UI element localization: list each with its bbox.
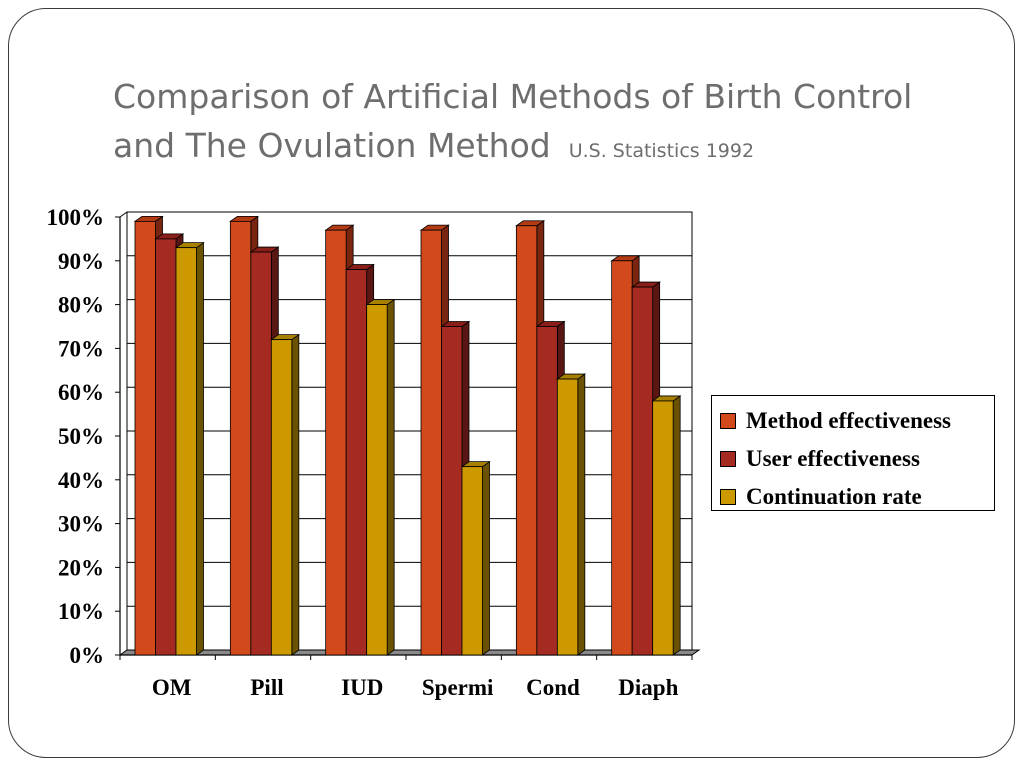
bar (271, 340, 292, 655)
bar-side (292, 335, 299, 655)
bar-side (197, 243, 204, 655)
x-tick-label: Pill (250, 675, 283, 700)
x-tick-label: Cond (526, 675, 580, 700)
bar (537, 327, 558, 656)
bar-side (673, 396, 680, 655)
y-tick-label: 10% (58, 599, 104, 624)
chart-legend: Method effectiveness User effectiveness … (711, 395, 995, 511)
bar (653, 401, 674, 655)
y-axis-depth (120, 212, 127, 217)
bar (516, 226, 537, 655)
bar (442, 327, 463, 656)
bar (557, 379, 578, 655)
bar-side (483, 462, 490, 655)
y-tick-label: 100% (47, 205, 105, 230)
bar (251, 252, 271, 655)
legend-item-method-effectiveness: Method effectiveness (720, 402, 994, 440)
bar (612, 261, 633, 655)
legend-label: Method effectiveness (746, 408, 951, 434)
x-tick-label: Diaph (618, 675, 678, 700)
legend-label: Continuation rate (746, 484, 922, 510)
y-tick-label: 90% (58, 249, 104, 274)
bar (135, 221, 156, 655)
y-tick-label: 80% (58, 293, 104, 318)
x-tick-label: IUD (341, 675, 383, 700)
y-tick-label: 30% (58, 512, 104, 537)
bar (346, 270, 367, 655)
bar-chart: 0% 10% 20% 30% 40% 50% 60% 70% 80% 90% 100% OM Pill I… (0, 0, 1024, 768)
legend-swatch (720, 413, 736, 429)
y-tick-label: 60% (58, 380, 104, 405)
bar (156, 239, 177, 655)
y-tick-label: 20% (58, 555, 104, 580)
legend-item-continuation-rate: Continuation rate (720, 478, 994, 516)
bar-side (387, 300, 394, 655)
bar (326, 230, 347, 655)
y-tick-label: 40% (58, 468, 104, 493)
legend-item-user-effectiveness: User effectiveness (720, 440, 994, 478)
bar (632, 287, 653, 655)
y-tick-label: 70% (58, 336, 104, 361)
legend-swatch (720, 451, 736, 467)
bar (462, 467, 483, 655)
bar (230, 221, 251, 655)
y-tick-label: 0% (70, 643, 105, 668)
bar (421, 230, 442, 655)
legend-swatch (720, 489, 736, 505)
x-tick-label: Spermi (422, 675, 494, 700)
legend-label: User effectiveness (746, 446, 920, 472)
y-tick-label: 50% (58, 424, 104, 449)
x-tick-label: OM (152, 675, 192, 700)
bar (176, 248, 197, 655)
bar-side (578, 374, 585, 655)
bar (367, 305, 388, 655)
